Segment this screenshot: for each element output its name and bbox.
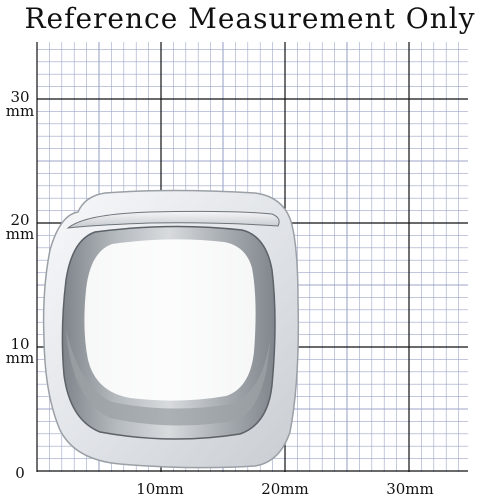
x-label-10mm: 10mm (136, 480, 184, 498)
x-label-30mm: 30mm (386, 480, 434, 498)
y-label-0: 0 (15, 464, 25, 482)
x-label-20mm: 20mm (261, 480, 309, 498)
page-title: Reference Measurement Only (24, 2, 476, 35)
y-label-20: 20 mm (5, 211, 35, 243)
ring-product-photo (42, 189, 300, 469)
y-label-30: 30 mm (5, 88, 35, 120)
y-label-10: 10 mm (5, 335, 35, 367)
ring-center-highlight (84, 239, 256, 401)
ring-top-rim (66, 210, 280, 229)
